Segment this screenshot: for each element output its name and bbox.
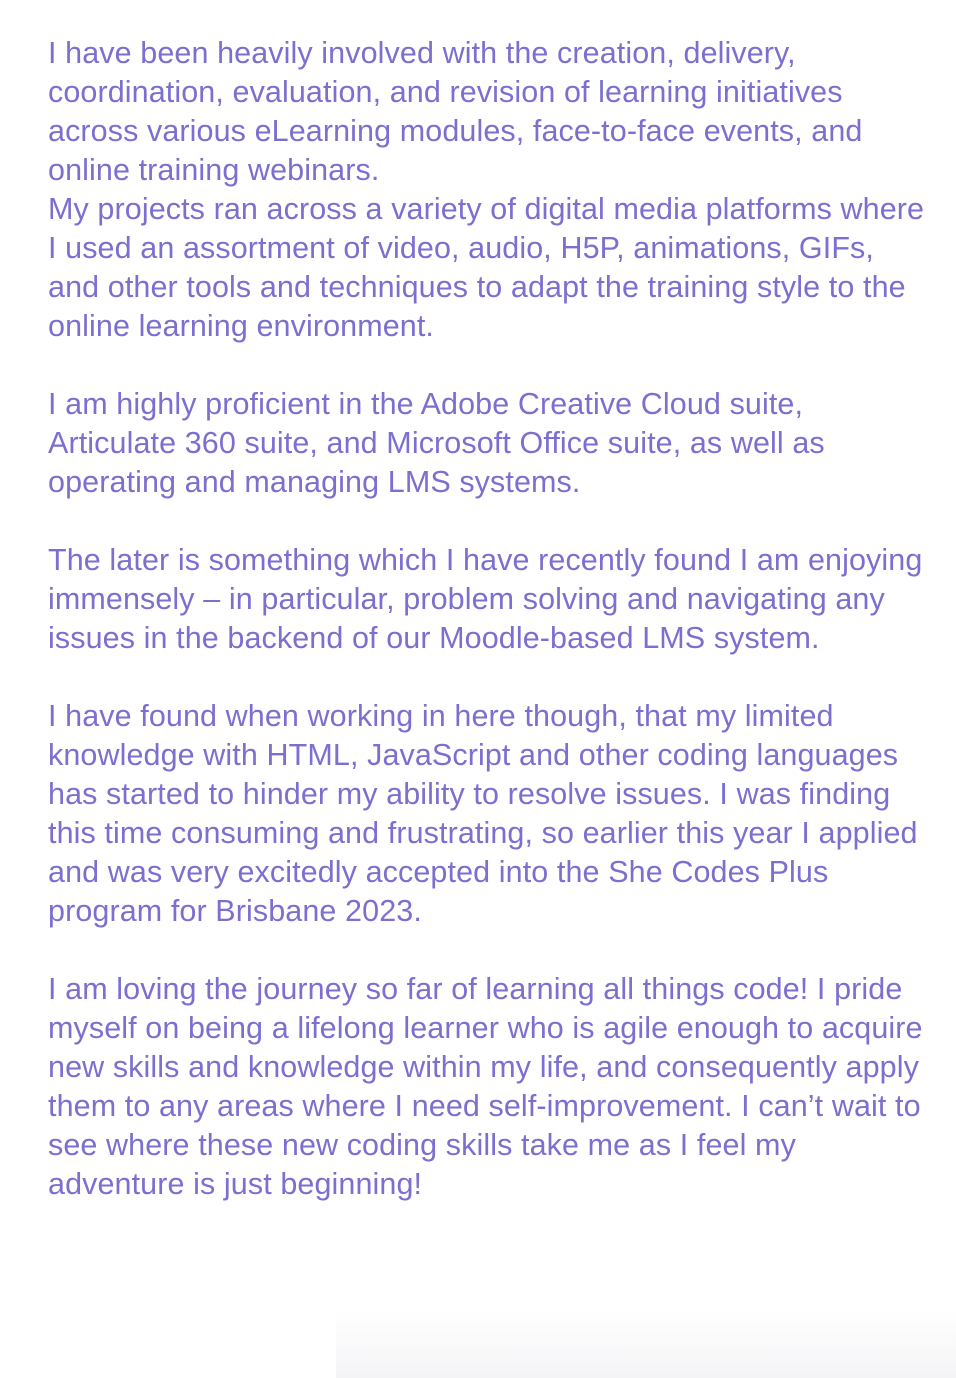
bio-paragraph-6: I am loving the journey so far of learni… xyxy=(48,972,923,1201)
bio-paragraph-2: My projects ran across a variety of digi… xyxy=(48,192,925,343)
bio-paragraph-4: The later is something which I have rece… xyxy=(48,543,923,655)
bio-paragraph-5: I have found when working in here though… xyxy=(48,699,918,928)
bio-paragraph-3: I am highly proficient in the Adobe Crea… xyxy=(48,387,825,499)
bottom-shadow xyxy=(336,1308,956,1378)
about-me-text: I have been heavily involved with the cr… xyxy=(48,34,928,1204)
bio-paragraph-1: I have been heavily involved with the cr… xyxy=(48,36,863,187)
